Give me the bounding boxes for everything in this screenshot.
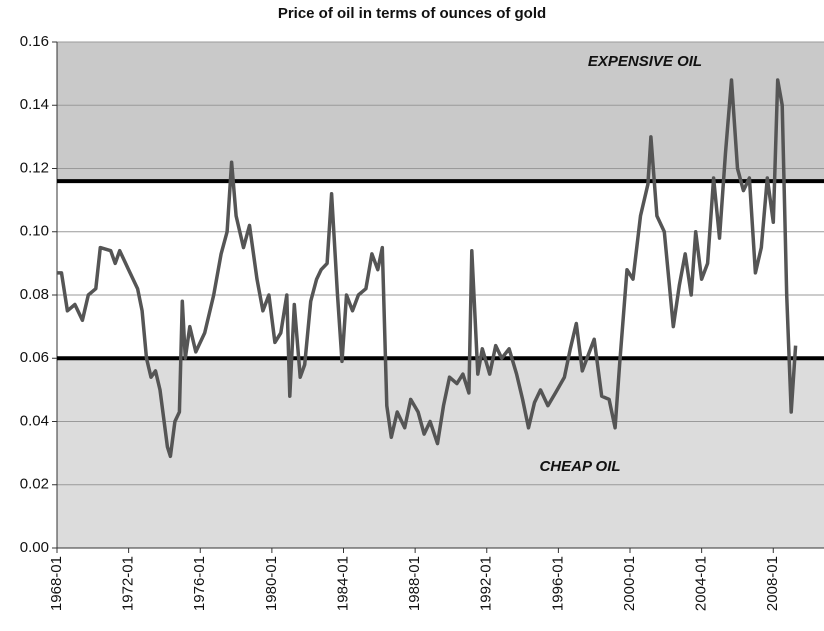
band-cheap [57, 358, 824, 548]
y-tick-label: 0.04 [20, 412, 49, 429]
x-tick-label: 1968-01 [48, 556, 65, 611]
y-tick-label: 0.06 [20, 349, 49, 366]
x-tick-label: 2004-01 [693, 556, 710, 611]
y-tick-label: 0.00 [20, 539, 49, 556]
x-tick-label: 1980-01 [263, 556, 280, 611]
band-middle [57, 181, 824, 359]
y-tick-label: 0.10 [20, 223, 49, 240]
y-tick-label: 0.16 [20, 33, 49, 50]
x-tick-label: 1992-01 [478, 556, 495, 611]
data-line [57, 78, 798, 459]
x-tick-label: 1976-01 [191, 556, 208, 611]
x-tick-label: 2008-01 [764, 556, 781, 611]
y-tick-label: 0.14 [20, 96, 49, 113]
x-tick-label: 1972-01 [120, 556, 137, 611]
annotation: EXPENSIVE OIL [588, 53, 702, 70]
x-tick-label: 1984-01 [334, 556, 351, 611]
chart-title: Price of oil in terms of ounces of gold [278, 5, 546, 22]
x-tick-label: 2000-01 [621, 556, 638, 611]
band-expensive [57, 42, 824, 182]
y-tick-label: 0.02 [20, 476, 49, 493]
x-tick-label: 1988-01 [406, 556, 423, 611]
x-tick-label: 1996-01 [549, 556, 566, 611]
y-tick-label: 0.08 [20, 286, 49, 303]
y-tick-label: 0.12 [20, 159, 49, 176]
annotation: CHEAP OIL [539, 458, 620, 475]
